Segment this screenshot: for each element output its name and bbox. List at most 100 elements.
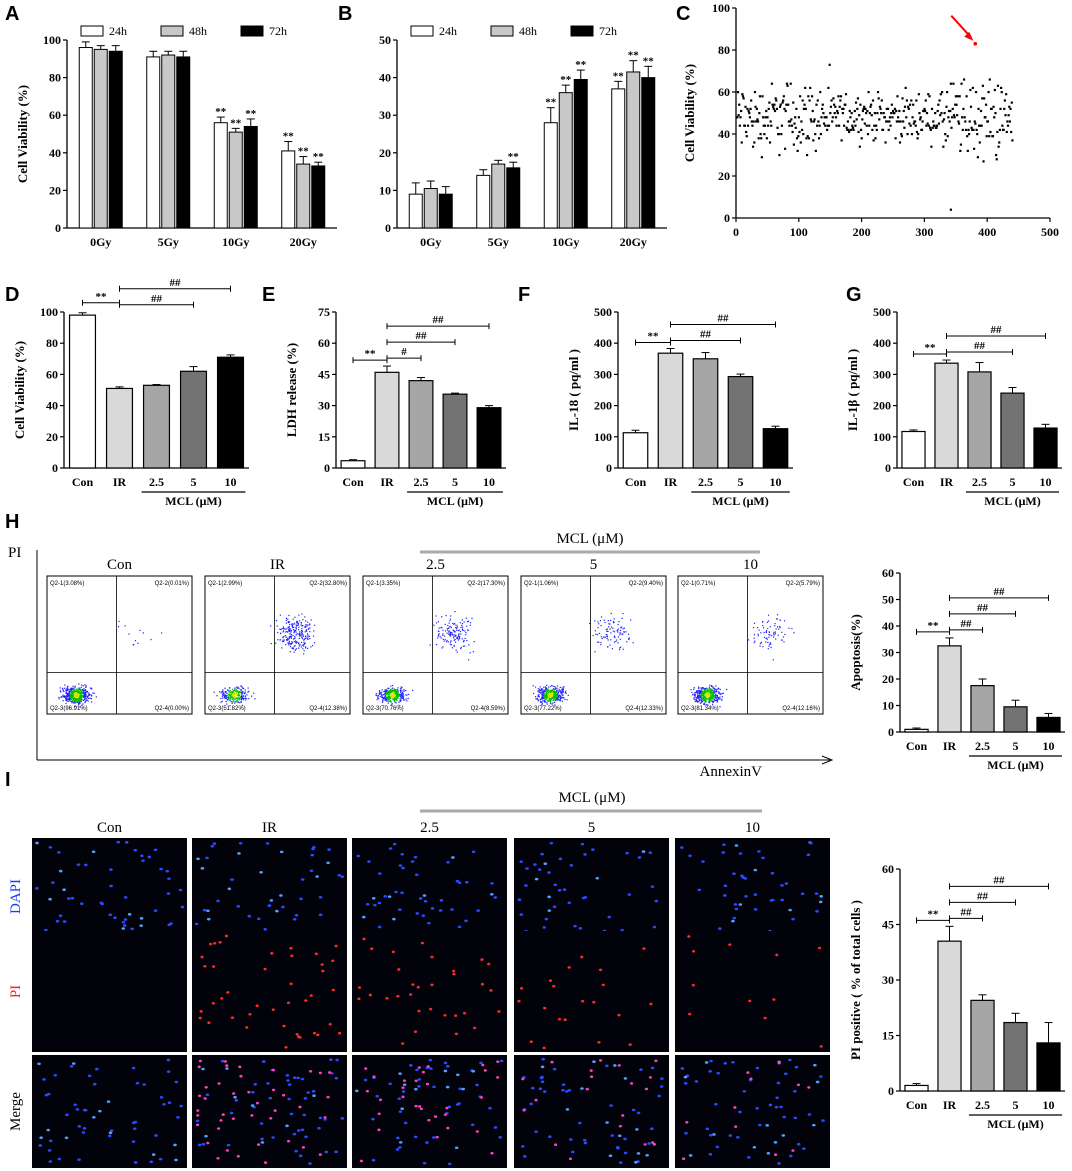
event-dot — [295, 626, 297, 628]
event-dot — [277, 639, 279, 641]
event-dot — [88, 694, 90, 696]
event-dot — [559, 695, 562, 697]
event-dot — [779, 619, 781, 621]
event-dot — [395, 696, 398, 698]
nucleus — [814, 892, 819, 895]
pi-cell — [590, 1075, 594, 1079]
pi-cell — [217, 1082, 221, 1085]
event-dot — [78, 693, 80, 696]
event-dot — [403, 690, 405, 692]
event-dot — [395, 693, 398, 696]
event-dot — [435, 622, 438, 624]
nucleus — [519, 860, 524, 863]
event-dot — [560, 691, 562, 693]
nucleus — [287, 1097, 291, 1101]
event-dot — [717, 698, 719, 700]
event-dot — [541, 695, 543, 698]
bar — [1000, 392, 1025, 469]
event-dot — [707, 694, 709, 696]
data-point — [857, 130, 860, 134]
event-dot — [564, 698, 566, 700]
data-point — [804, 107, 807, 110]
event-dot — [400, 696, 402, 698]
event-dot — [242, 697, 244, 699]
pi-cell — [198, 1016, 202, 1020]
nucleus — [377, 901, 382, 905]
event-dot — [702, 703, 705, 705]
event-dot — [461, 624, 463, 627]
event-dot — [541, 701, 543, 703]
event-dot — [294, 630, 296, 633]
nucleus — [141, 859, 145, 862]
event-dot — [614, 636, 616, 639]
data-point — [1011, 139, 1014, 142]
event-dot — [289, 645, 292, 648]
pi-cell — [420, 941, 424, 945]
data-point — [939, 93, 942, 96]
event-dot — [437, 637, 439, 639]
event-dot — [301, 625, 303, 627]
data-point — [969, 105, 973, 108]
event-dot — [379, 691, 381, 693]
event-dot — [766, 621, 768, 623]
event-dot — [606, 634, 608, 636]
micrograph-bg — [514, 1055, 669, 1168]
nucleus — [773, 1141, 778, 1144]
data-point — [961, 128, 964, 131]
event-dot — [228, 697, 230, 699]
event-dot — [696, 700, 698, 703]
event-dot — [763, 636, 766, 639]
event-dot — [295, 641, 297, 643]
nucleus — [392, 842, 397, 846]
event-dot — [285, 639, 288, 641]
event-dot — [715, 694, 717, 696]
data-point — [760, 156, 763, 159]
nucleus — [233, 1095, 237, 1099]
event-dot — [307, 647, 309, 649]
event-dot — [128, 633, 130, 635]
event-dot — [768, 645, 770, 647]
data-point — [807, 137, 811, 140]
y-axis-label: IL-18 ( pq/ml ) — [566, 349, 581, 431]
event-dot — [548, 699, 550, 701]
group-label: MCL (μM) — [165, 494, 221, 508]
event-dot — [699, 690, 701, 692]
pi-cell — [316, 1033, 320, 1037]
y-tick-label: 200 — [594, 399, 612, 413]
event-dot — [288, 630, 290, 632]
event-dot — [712, 701, 714, 703]
data-point — [946, 91, 949, 94]
data-point — [802, 107, 806, 110]
pi-cell — [327, 1071, 332, 1074]
event-dot — [238, 695, 240, 697]
event-dot — [469, 624, 471, 626]
event-dot — [546, 689, 548, 691]
nucleus — [363, 1078, 368, 1082]
event-dot — [68, 694, 70, 696]
pi-cell — [401, 1086, 405, 1089]
pi-cell — [542, 1046, 546, 1050]
event-dot — [711, 700, 713, 703]
nucleus — [709, 1059, 713, 1063]
event-dot — [708, 700, 710, 702]
nucleus — [365, 902, 370, 906]
event-dot — [72, 685, 74, 688]
event-dot — [231, 701, 233, 703]
nucleus — [780, 884, 784, 887]
pi-cell — [654, 1059, 658, 1063]
pi-cell — [417, 1009, 421, 1013]
y-axis-label: Cell Viability (%) — [682, 64, 697, 162]
bar — [311, 165, 326, 229]
y-tick-label: 20 — [46, 430, 58, 444]
data-point — [784, 109, 787, 113]
data-point — [891, 116, 894, 119]
quadrant-label: Q2-2(0.01%) — [155, 581, 189, 587]
event-dot — [447, 641, 449, 643]
pi-cell — [221, 1113, 225, 1116]
data-point — [804, 86, 807, 89]
event-dot — [449, 631, 452, 634]
nucleus — [253, 1082, 258, 1086]
legend-label: 24h — [439, 24, 457, 38]
data-point — [758, 112, 761, 115]
event-dot — [391, 697, 393, 699]
